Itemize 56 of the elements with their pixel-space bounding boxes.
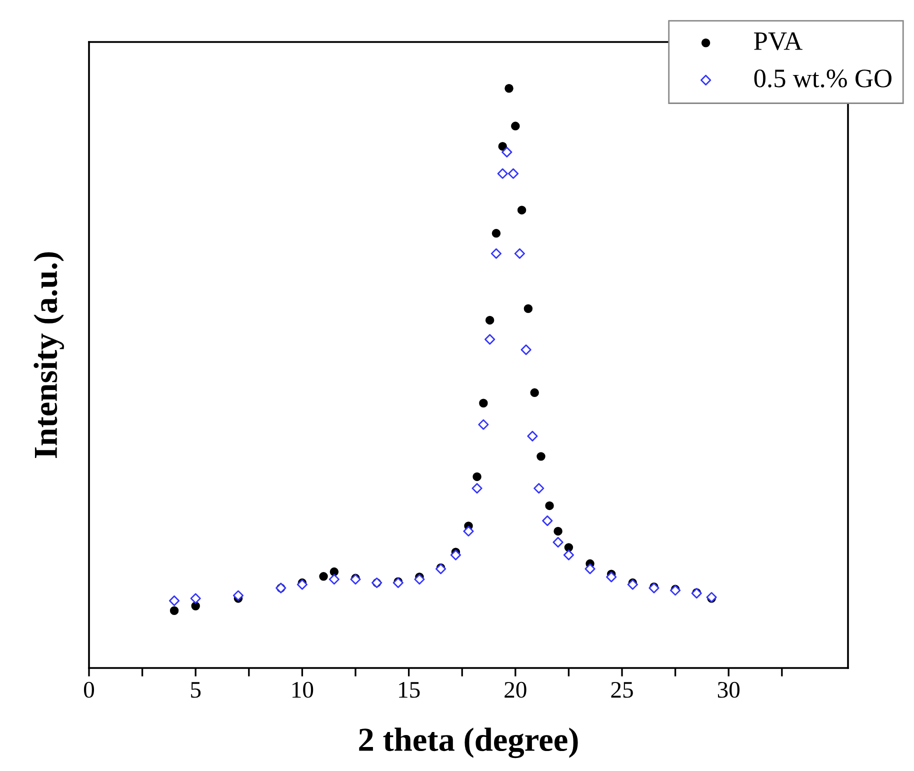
point xyxy=(552,536,564,548)
point xyxy=(450,550,462,560)
point xyxy=(563,550,574,560)
point xyxy=(554,526,562,536)
point xyxy=(514,248,525,259)
point xyxy=(504,84,514,93)
point xyxy=(527,430,538,442)
x-tick-label: 20 xyxy=(504,682,526,698)
point xyxy=(319,572,328,581)
point xyxy=(328,574,340,585)
point xyxy=(606,572,617,582)
x-axis-title: 2 theta (degree) xyxy=(359,728,578,758)
point xyxy=(530,388,539,398)
point xyxy=(392,577,404,588)
point xyxy=(478,419,489,430)
point xyxy=(508,168,519,179)
point xyxy=(534,483,544,494)
point xyxy=(490,248,502,259)
point xyxy=(168,595,180,606)
point xyxy=(191,602,200,610)
point xyxy=(524,304,533,313)
point xyxy=(627,579,638,590)
legend-label: 0.5 wt.% GO xyxy=(754,70,892,88)
x-tick-label: 25 xyxy=(611,682,633,698)
y-axis-title: Intensity (a.u.) xyxy=(34,252,64,458)
point xyxy=(536,452,546,461)
point xyxy=(472,483,482,494)
point xyxy=(511,122,520,130)
point xyxy=(542,515,553,526)
x-tick-label: 15 xyxy=(399,682,420,698)
point xyxy=(545,501,554,510)
point xyxy=(564,543,574,552)
legend-label: PVA xyxy=(754,32,802,50)
point xyxy=(463,526,474,537)
x-tick-label: 30 xyxy=(718,682,740,698)
point xyxy=(517,206,526,214)
point xyxy=(170,606,179,615)
point xyxy=(296,579,308,590)
point xyxy=(520,344,532,356)
x-tick-label: 5 xyxy=(191,682,201,698)
point xyxy=(472,472,482,482)
x-tick-label: 0 xyxy=(84,682,94,698)
point xyxy=(190,593,201,604)
point xyxy=(706,592,717,603)
point xyxy=(502,146,512,158)
x-tick-label: 10 xyxy=(292,682,314,698)
point xyxy=(492,228,501,238)
point xyxy=(498,142,507,151)
point xyxy=(497,168,508,179)
point xyxy=(484,334,496,345)
point xyxy=(485,316,494,325)
point xyxy=(479,398,488,408)
point xyxy=(414,574,425,585)
point xyxy=(232,590,244,601)
point xyxy=(584,564,596,574)
point xyxy=(330,567,339,576)
